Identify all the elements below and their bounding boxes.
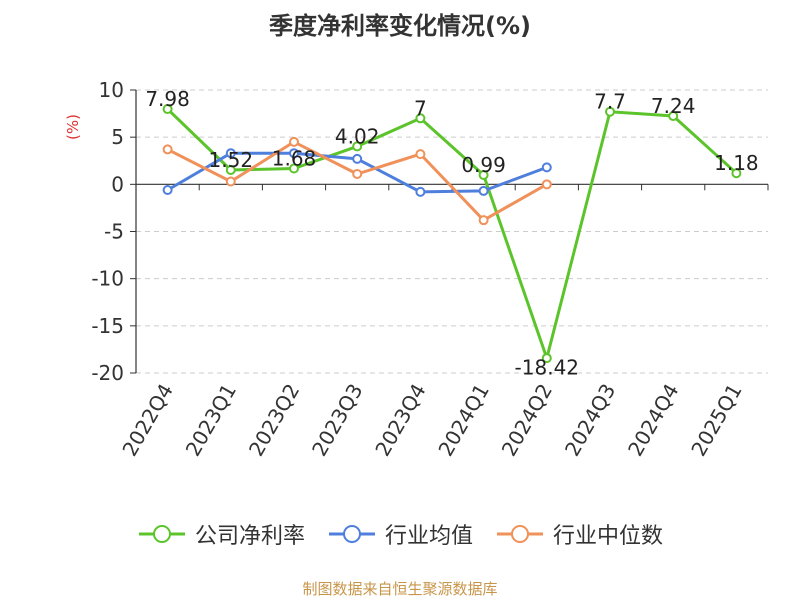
grid-layer bbox=[136, 89, 768, 374]
y-axis-label: (%) bbox=[64, 114, 82, 140]
y-tick-label: -10 bbox=[91, 267, 124, 291]
y-tick-label: -5 bbox=[104, 220, 124, 244]
x-tick-label: 2023Q1 bbox=[181, 380, 241, 461]
legend-label: 行业中位数 bbox=[553, 524, 664, 549]
data-point bbox=[605, 106, 615, 117]
data-point bbox=[731, 168, 742, 179]
series-line bbox=[166, 108, 738, 360]
y-tick-label: -20 bbox=[91, 361, 124, 385]
x-tick-label: 2024Q3 bbox=[560, 380, 620, 461]
data-point bbox=[478, 215, 489, 226]
x-tick-label: 2023Q2 bbox=[244, 380, 304, 461]
data-point bbox=[225, 176, 236, 187]
data-label: 1.18 bbox=[714, 151, 759, 175]
legend-item: 行业中位数 bbox=[495, 518, 663, 550]
legend-marker bbox=[497, 525, 543, 543]
data-point bbox=[289, 163, 299, 174]
x-tick-label: 2023Q4 bbox=[370, 380, 430, 461]
x-tick-label: 2024Q2 bbox=[497, 380, 557, 461]
data-label: 1.52 bbox=[209, 148, 254, 172]
data-point bbox=[225, 164, 236, 175]
chart-title: 季度净利率变化情况(%) bbox=[269, 12, 531, 40]
y-tick-label: 0 bbox=[111, 172, 124, 196]
legend: 公司净利率 行业均值 行业中位数 bbox=[0, 518, 800, 550]
series-layer bbox=[162, 104, 742, 364]
data-point bbox=[352, 141, 363, 152]
data-point bbox=[668, 111, 679, 122]
data-point bbox=[289, 136, 299, 147]
data-label: 7 bbox=[414, 96, 427, 120]
data-point bbox=[478, 185, 489, 196]
data-label: 7.24 bbox=[651, 94, 696, 118]
legend-item: 行业均值 bbox=[327, 518, 473, 550]
data-point bbox=[415, 113, 426, 124]
x-tick-label: 2025Q1 bbox=[686, 380, 746, 461]
data-label: -18.42 bbox=[515, 355, 579, 379]
legend-item: 公司净利率 bbox=[137, 518, 305, 550]
data-point bbox=[162, 104, 173, 115]
legend-marker bbox=[328, 525, 375, 543]
data-label: 7.7 bbox=[594, 90, 626, 114]
data-point bbox=[352, 153, 363, 164]
legend-label: 行业均值 bbox=[384, 524, 473, 549]
data-point bbox=[541, 353, 552, 364]
data-label: 7.98 bbox=[145, 87, 190, 111]
data-point bbox=[415, 149, 426, 160]
y-tick-label: 10 bbox=[99, 78, 124, 102]
data-point bbox=[225, 148, 236, 159]
data-point bbox=[541, 179, 552, 190]
x-tick-label: 2023Q3 bbox=[307, 380, 367, 461]
legend-marker bbox=[138, 525, 185, 543]
data-point bbox=[541, 162, 552, 173]
data-label: 0.99 bbox=[461, 153, 506, 177]
legend-label: 公司净利率 bbox=[194, 524, 305, 549]
data-point bbox=[162, 144, 173, 155]
data-point bbox=[478, 169, 489, 180]
data-label: 1.68 bbox=[272, 146, 317, 170]
data-label: 4.02 bbox=[335, 124, 380, 148]
x-tick-label: 2024Q4 bbox=[623, 380, 683, 461]
x-tick-label: 2022Q4 bbox=[117, 380, 177, 461]
data-label-layer: 7.98 1.52 1.68 4.02 7 0.99 -18.42 7.7 7.24 1.18 bbox=[145, 87, 758, 379]
data-point bbox=[415, 186, 426, 197]
data-point bbox=[162, 184, 173, 195]
source-footer: 制图数据来自恒生聚源数据库 bbox=[302, 580, 498, 598]
x-tick-label: 2024Q1 bbox=[433, 379, 493, 460]
y-tick-label: 5 bbox=[111, 125, 124, 149]
y-tick-label: -15 bbox=[91, 314, 124, 338]
data-point bbox=[352, 168, 363, 179]
data-point bbox=[289, 148, 299, 159]
